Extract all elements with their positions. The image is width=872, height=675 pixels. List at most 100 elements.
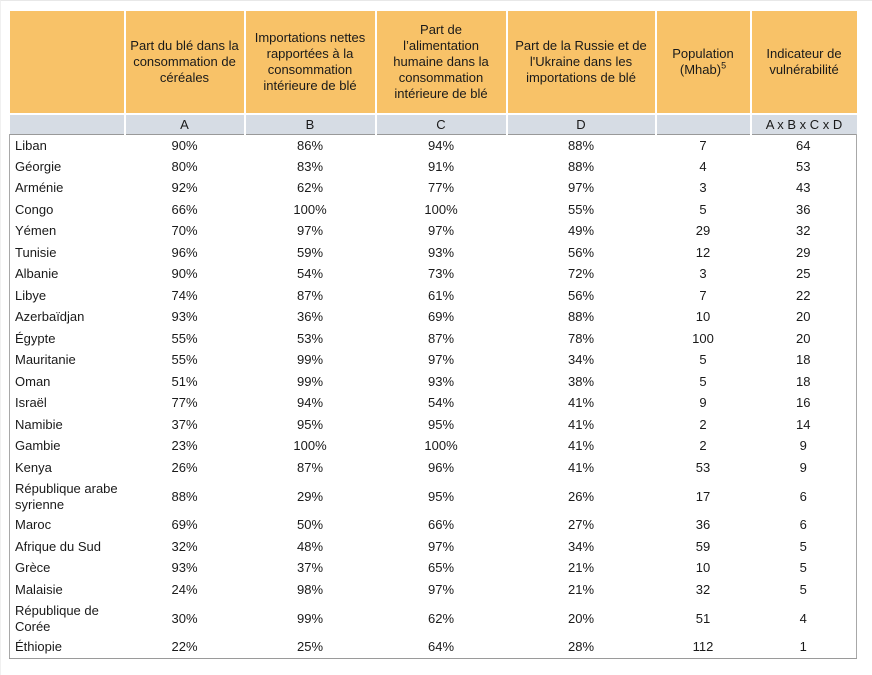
value-cell-b: 97% <box>244 220 376 242</box>
table-row: Grèce 93% 37% 65% 21% 10 5 <box>9 557 857 579</box>
value-cell-indicator: 20 <box>750 328 857 350</box>
value-cell-a: 74% <box>124 285 245 307</box>
table-row: Tunisie 96% 59% 93% 56% 12 29 <box>9 242 857 264</box>
value-cell-c: 97% <box>375 220 507 242</box>
table-row: Oman 51% 99% 93% 38% 5 18 <box>9 371 857 393</box>
value-cell-b: 48% <box>244 536 376 558</box>
country-cell: Maroc <box>9 514 125 536</box>
value-cell-d: 88% <box>506 156 656 178</box>
value-cell-d: 26% <box>506 478 656 515</box>
value-cell-b: 95% <box>244 414 376 436</box>
value-cell-indicator: 64 <box>750 134 857 156</box>
value-cell-b: 98% <box>244 579 376 601</box>
value-cell-indicator: 4 <box>750 600 857 637</box>
value-cell-c: 62% <box>375 600 507 637</box>
header-cell-population: Population (Mhab)5 <box>654 11 751 114</box>
value-cell-population: 53 <box>655 457 751 479</box>
value-cell-a: 23% <box>124 435 245 457</box>
value-cell-a: 90% <box>124 134 245 156</box>
country-cell: Malaisie <box>9 579 125 601</box>
value-cell-d: 38% <box>506 371 656 393</box>
value-cell-population: 29 <box>655 220 751 242</box>
value-cell-c: 54% <box>375 392 507 414</box>
value-cell-b: 99% <box>244 600 376 637</box>
country-cell: Kenya <box>9 457 125 479</box>
letter-cell-a: A <box>123 113 245 135</box>
value-cell-b: 100% <box>244 199 376 221</box>
value-cell-population: 10 <box>655 306 751 328</box>
value-cell-indicator: 5 <box>750 536 857 558</box>
value-cell-indicator: 22 <box>750 285 857 307</box>
value-cell-a: 77% <box>124 392 245 414</box>
value-cell-population: 32 <box>655 579 751 601</box>
table-row: Gambie 23% 100% 100% 41% 2 9 <box>9 435 857 457</box>
value-cell-d: 41% <box>506 435 656 457</box>
value-cell-population: 59 <box>655 536 751 558</box>
value-cell-population: 5 <box>655 371 751 393</box>
value-cell-population: 17 <box>655 478 751 515</box>
value-cell-indicator: 32 <box>750 220 857 242</box>
country-cell: Afrique du Sud <box>9 536 125 558</box>
value-cell-c: 95% <box>375 478 507 515</box>
country-cell: Oman <box>9 371 125 393</box>
header-cell-human-food-share: Part de l’alimentation humaine dans la c… <box>374 11 507 114</box>
value-cell-population: 3 <box>655 263 751 285</box>
population-header-label: Population (Mhab) <box>672 46 734 77</box>
value-cell-indicator: 6 <box>750 478 857 515</box>
table-row: Maroc 69% 50% 66% 27% 36 6 <box>9 514 857 536</box>
value-cell-a: 90% <box>124 263 245 285</box>
value-cell-b: 59% <box>244 242 376 264</box>
value-cell-d: 34% <box>506 536 656 558</box>
value-cell-a: 80% <box>124 156 245 178</box>
table-row: Malaisie 24% 98% 97% 21% 32 5 <box>9 579 857 601</box>
value-cell-c: 97% <box>375 536 507 558</box>
value-cell-d: 88% <box>506 134 656 156</box>
value-cell-population: 2 <box>655 414 751 436</box>
value-cell-a: 30% <box>124 600 245 637</box>
value-cell-b: 86% <box>244 134 376 156</box>
value-cell-c: 97% <box>375 349 507 371</box>
value-cell-a: 26% <box>124 457 245 479</box>
value-cell-population: 100 <box>655 328 751 350</box>
value-cell-b: 29% <box>244 478 376 515</box>
table-row: Congo 66% 100% 100% 55% 5 36 <box>9 199 857 221</box>
value-cell-indicator: 18 <box>750 349 857 371</box>
value-cell-c: 69% <box>375 306 507 328</box>
value-cell-b: 94% <box>244 392 376 414</box>
value-cell-b: 50% <box>244 514 376 536</box>
header-cell-country <box>9 11 125 114</box>
value-cell-a: 93% <box>124 306 245 328</box>
value-cell-population: 5 <box>655 349 751 371</box>
column-letter-row: A B C D A x B x C x D <box>9 113 857 135</box>
value-cell-a: 55% <box>124 349 245 371</box>
value-cell-a: 93% <box>124 557 245 579</box>
footnote-marker: 5 <box>721 60 727 71</box>
value-cell-population: 5 <box>655 199 751 221</box>
value-cell-indicator: 6 <box>750 514 857 536</box>
value-cell-c: 61% <box>375 285 507 307</box>
table-row: Égypte 55% 53% 87% 78% 100 20 <box>9 328 857 350</box>
value-cell-a: 69% <box>124 514 245 536</box>
value-cell-d: 21% <box>506 579 656 601</box>
header-cell-russia-ukraine-share: Part de la Russie et de l'Ukraine dans l… <box>505 11 656 114</box>
letter-cell-d: D <box>505 113 656 135</box>
value-cell-d: 49% <box>506 220 656 242</box>
country-cell: Azerbaïdjan <box>9 306 125 328</box>
value-cell-population: 3 <box>655 177 751 199</box>
country-cell: Mauritanie <box>9 349 125 371</box>
table-header-row: Part du blé dans la consommation de céré… <box>9 11 857 114</box>
country-cell: Libye <box>9 285 125 307</box>
value-cell-population: 12 <box>655 242 751 264</box>
value-cell-c: 93% <box>375 371 507 393</box>
value-cell-b: 37% <box>244 557 376 579</box>
value-cell-c: 73% <box>375 263 507 285</box>
value-cell-indicator: 5 <box>750 557 857 579</box>
value-cell-population: 2 <box>655 435 751 457</box>
table-row: Libye 74% 87% 61% 56% 7 22 <box>9 285 857 307</box>
value-cell-c: 100% <box>375 435 507 457</box>
value-cell-a: 22% <box>124 636 245 659</box>
value-cell-b: 99% <box>244 371 376 393</box>
value-cell-indicator: 36 <box>750 199 857 221</box>
value-cell-d: 97% <box>506 177 656 199</box>
